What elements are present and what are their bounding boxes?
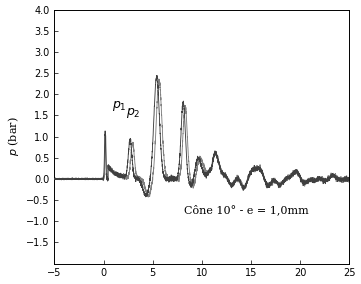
Text: $p_2$: $p_2$ xyxy=(126,106,140,120)
Text: Cône 10° - e = 1,0mm: Cône 10° - e = 1,0mm xyxy=(184,204,308,215)
Y-axis label: $p$ (bar): $p$ (bar) xyxy=(5,117,21,156)
Text: $p_1$: $p_1$ xyxy=(112,99,127,113)
